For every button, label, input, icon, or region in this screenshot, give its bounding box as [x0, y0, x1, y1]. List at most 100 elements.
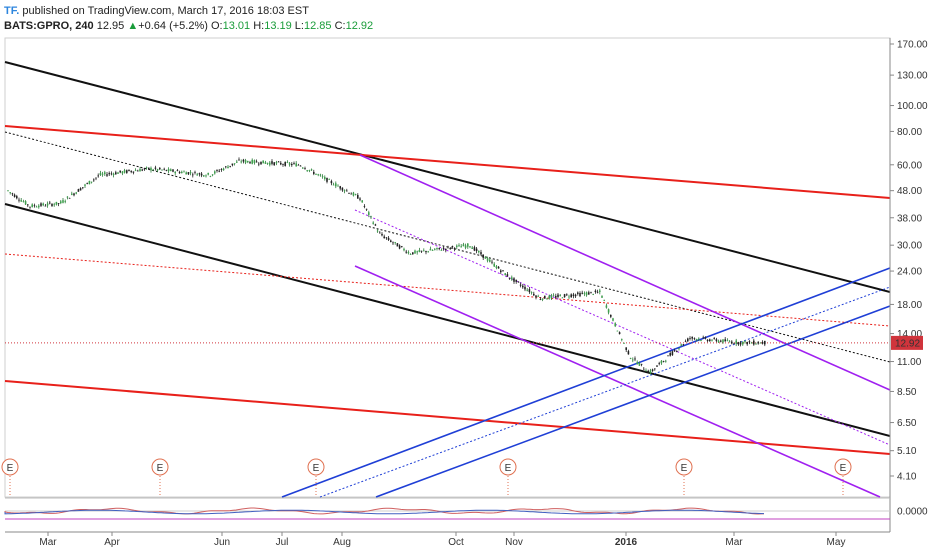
candle-body	[442, 247, 445, 249]
candle-body	[645, 370, 647, 372]
candle-body	[379, 232, 381, 234]
candle-body	[436, 247, 438, 249]
purple-channel-upper	[359, 154, 891, 391]
candle-body	[101, 173, 104, 175]
candle-body	[27, 204, 29, 206]
candle-body	[541, 298, 544, 300]
candle-body	[284, 162, 286, 166]
blue-channel-median	[319, 286, 891, 498]
earnings-marker-label: E	[7, 463, 14, 474]
candle-body	[214, 171, 216, 174]
candle-body	[744, 340, 746, 343]
candle-body	[368, 212, 370, 215]
candle-body	[139, 169, 141, 172]
candle-body	[748, 341, 751, 343]
candle-body	[469, 246, 471, 248]
candle-body	[746, 342, 748, 345]
blue-channel-upper	[281, 267, 891, 498]
candle-body	[365, 208, 368, 210]
candle-body	[680, 344, 682, 346]
earnings-marker-label: E	[681, 463, 688, 474]
earnings-marker-icon	[1, 458, 19, 476]
candle-body	[277, 161, 280, 163]
candle-body	[370, 216, 372, 218]
candle-body	[35, 206, 38, 208]
candle-body	[409, 254, 412, 255]
candle-body	[271, 161, 273, 164]
candle-body	[480, 252, 482, 255]
candle-body	[189, 172, 192, 174]
candle-body	[183, 171, 185, 173]
candle-body	[361, 200, 363, 203]
candle-body	[335, 183, 337, 187]
up-arrow-icon: ▲	[127, 20, 139, 32]
candle-body	[742, 341, 744, 345]
red-channel-median	[4, 253, 891, 327]
candle-body	[253, 160, 256, 163]
candle-body	[53, 204, 55, 206]
candle-body	[165, 169, 168, 171]
candle-body	[304, 168, 306, 170]
candle-body	[649, 370, 652, 374]
candle-body	[607, 309, 610, 313]
candle-body	[218, 170, 220, 172]
earnings-marker-icon	[151, 458, 169, 476]
candle-body	[119, 170, 121, 173]
candle-body	[440, 249, 443, 251]
candle-body	[555, 295, 557, 298]
y-tick-label: 48.00	[897, 186, 922, 197]
candle-body	[394, 242, 396, 243]
candle-body	[207, 172, 209, 175]
candle-body	[491, 261, 493, 263]
candle-body	[282, 164, 284, 165]
candle-body	[489, 259, 491, 262]
candle-body	[374, 224, 377, 226]
candle-body	[363, 206, 366, 207]
candle-body	[86, 183, 88, 184]
candle-body	[196, 174, 198, 176]
earnings-marker-label: E	[157, 463, 164, 474]
candle-body	[673, 350, 676, 352]
candle-body	[240, 161, 242, 163]
candle-body	[293, 163, 295, 164]
candle-body	[522, 285, 524, 288]
open-label: O:	[210, 20, 223, 32]
publish-header: TF. published on TradingView.com, March …	[4, 5, 309, 17]
indicator-line-b	[4, 509, 765, 515]
candle-body	[691, 336, 693, 339]
trendlines	[4, 61, 891, 498]
candle-body	[31, 204, 33, 208]
candle-body	[313, 171, 315, 174]
candle-body	[170, 169, 172, 172]
candle-body	[392, 242, 394, 244]
candle-body	[211, 174, 214, 176]
candle-body	[605, 305, 608, 308]
candle-body	[678, 348, 680, 350]
candle-body	[519, 284, 522, 286]
candle-body	[717, 340, 720, 343]
candle-body	[275, 162, 278, 164]
candle-body	[706, 339, 709, 342]
candle-body	[68, 197, 71, 199]
candle-body	[566, 294, 568, 296]
candle-body	[515, 279, 517, 282]
candle-body	[321, 176, 324, 178]
candle-body	[123, 170, 126, 173]
candle-body	[11, 193, 14, 195]
candle-body	[590, 291, 592, 293]
candle-body	[583, 293, 586, 294]
candle-body	[315, 173, 317, 175]
candle-body	[528, 289, 531, 293]
candle-body	[348, 192, 350, 194]
candle-body	[99, 172, 102, 175]
candle-body	[755, 343, 757, 345]
candle-body	[209, 176, 212, 177]
candle-body	[405, 251, 407, 253]
candle-body	[77, 189, 80, 192]
candle-body	[449, 247, 451, 249]
candle-body	[475, 248, 478, 252]
candle-body	[332, 184, 335, 186]
candle-body	[656, 365, 658, 367]
candle-body	[108, 173, 110, 175]
